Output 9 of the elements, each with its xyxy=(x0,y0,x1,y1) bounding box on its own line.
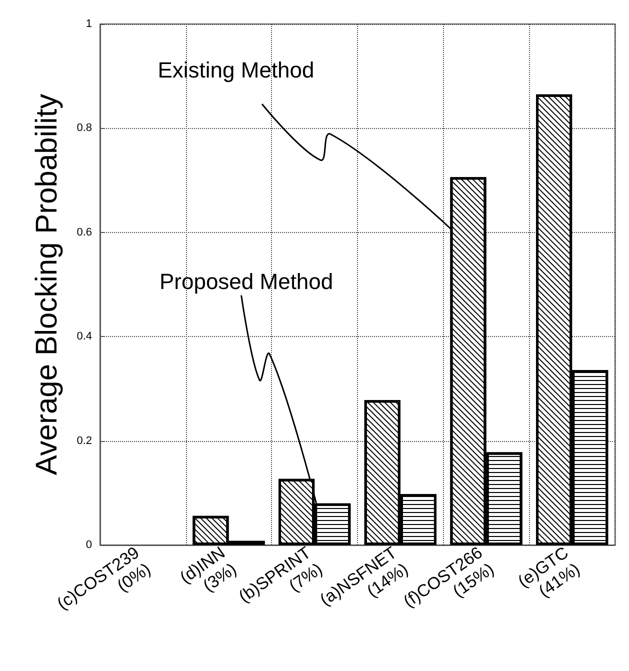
y-tick-label: 0.6 xyxy=(76,226,92,238)
annotation: Existing Method xyxy=(158,58,314,82)
y-axis-title: Average Blocking Probability xyxy=(30,94,64,476)
y-tick-label: 0.2 xyxy=(76,434,92,447)
annotation: Proposed Method xyxy=(159,268,334,294)
y-tick-label: 1 xyxy=(86,18,92,30)
y-tick-label: 0.4 xyxy=(76,330,92,343)
y-tick-label: 0 xyxy=(86,539,92,551)
y-tick-label: 0.8 xyxy=(76,122,92,134)
